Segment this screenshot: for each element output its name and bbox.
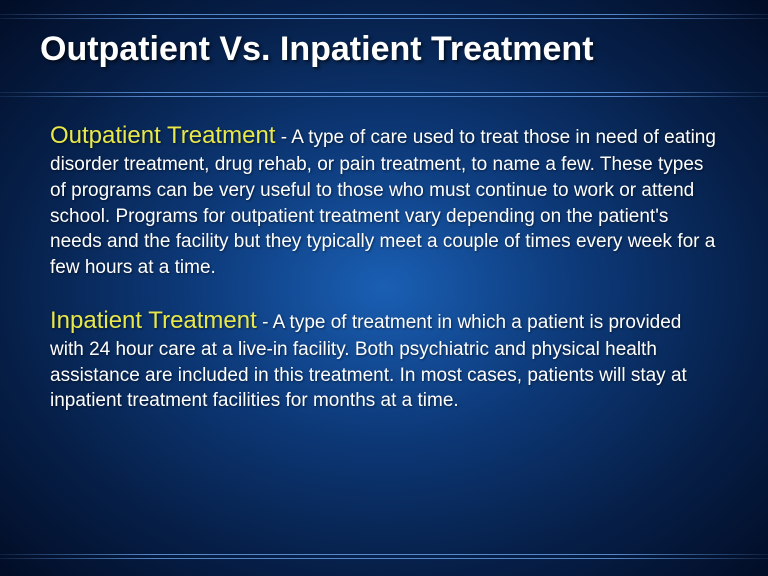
term-outpatient: Outpatient Treatment [50, 122, 275, 149]
body-outpatient: - A type of care used to treat those in … [50, 127, 716, 278]
rule-line [0, 554, 768, 555]
slide: Outpatient Vs. Inpatient Treatment Outpa… [0, 0, 768, 576]
rule-line [0, 558, 768, 559]
rule-line [0, 92, 768, 93]
top-rules [0, 14, 768, 22]
section-outpatient: Outpatient Treatment - A type of care us… [50, 120, 718, 281]
term-inpatient: Inpatient Treatment [50, 307, 257, 334]
slide-body: Outpatient Treatment - A type of care us… [50, 120, 718, 414]
bottom-rules [0, 554, 768, 562]
rule-line [0, 14, 768, 15]
slide-title: Outpatient Vs. Inpatient Treatment [40, 30, 728, 69]
rule-line [0, 18, 768, 19]
mid-rules [0, 92, 768, 100]
rule-line [0, 96, 768, 97]
section-inpatient: Inpatient Treatment - A type of treatmen… [50, 305, 718, 414]
